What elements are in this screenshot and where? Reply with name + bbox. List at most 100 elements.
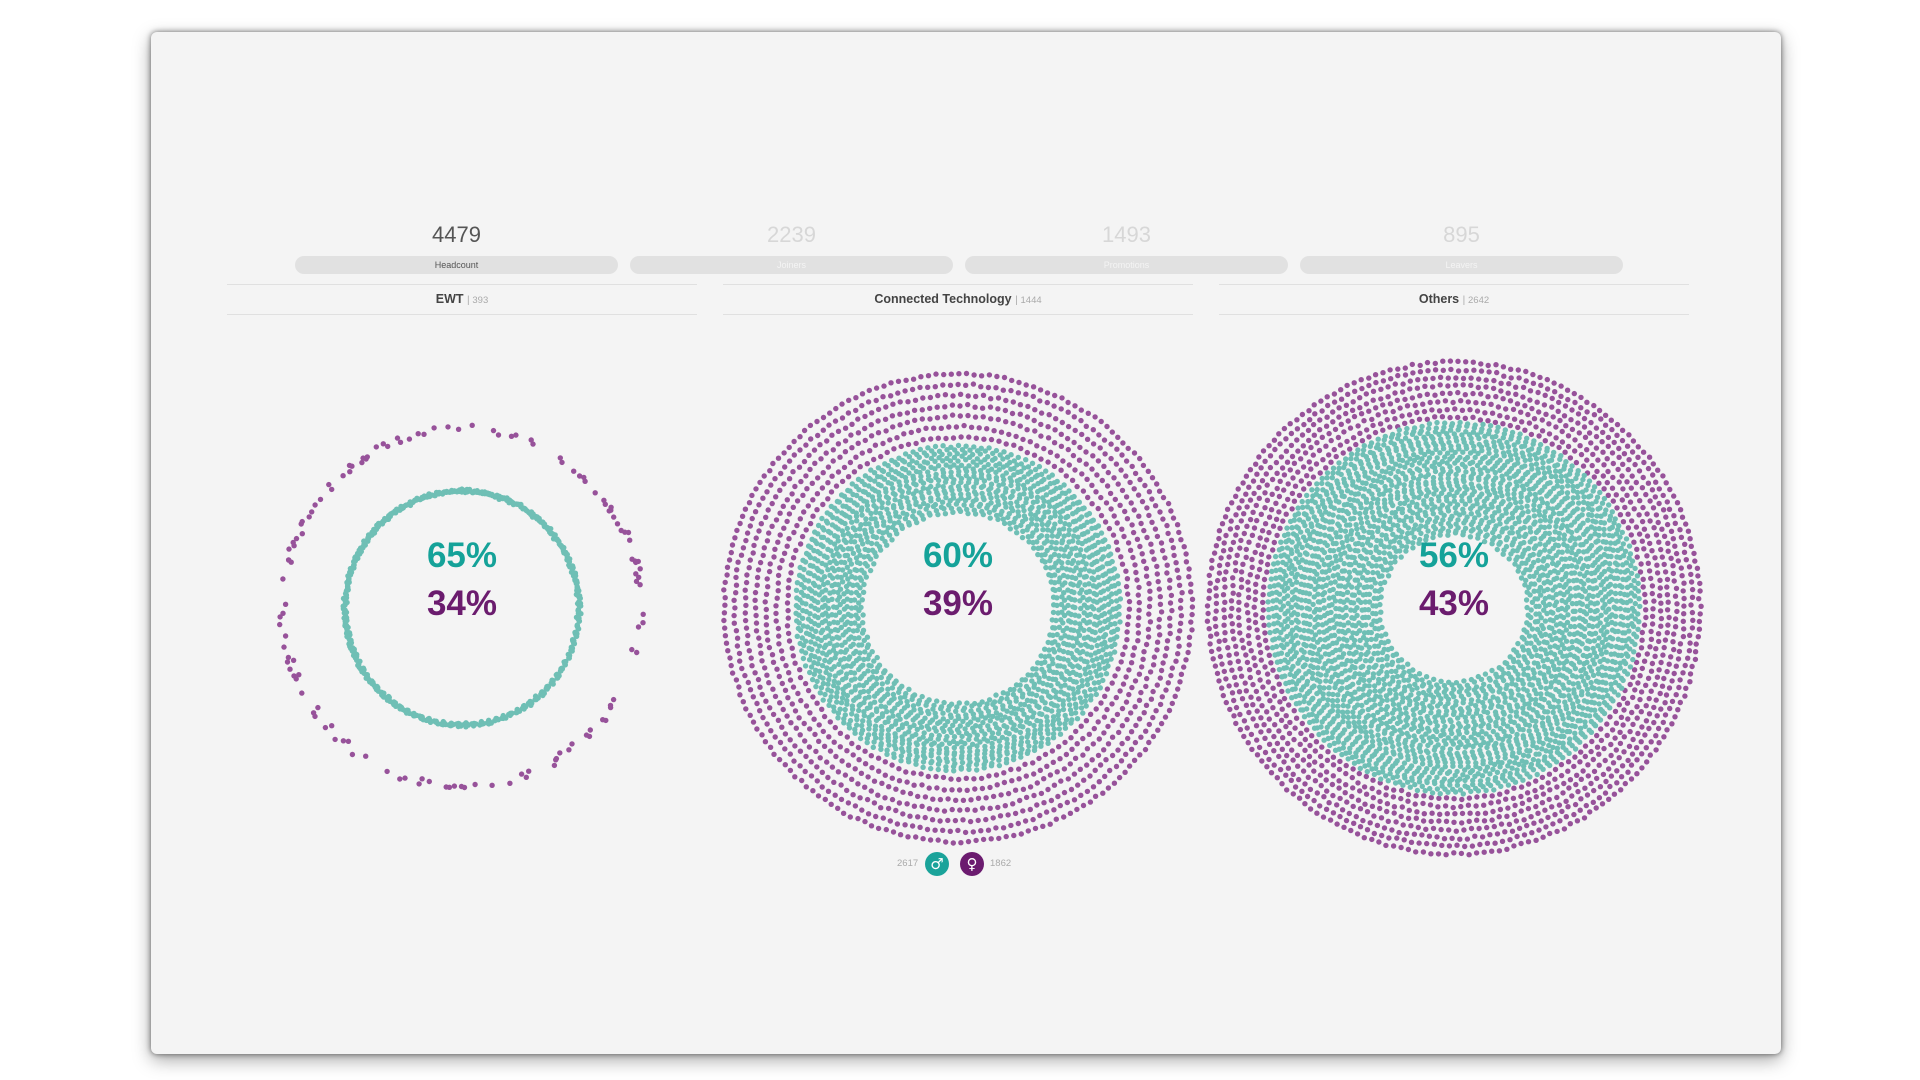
female-dot — [1002, 803, 1008, 809]
female-dot — [1656, 638, 1662, 645]
female-dot — [970, 381, 977, 387]
female-dot — [1452, 811, 1458, 817]
female-dot — [1072, 755, 1079, 761]
male-dot — [815, 522, 822, 529]
tab-joiners[interactable]: 2239 Joiners — [630, 192, 953, 278]
male-dot — [1022, 677, 1029, 683]
female-dot — [949, 402, 956, 408]
female-dot — [1621, 451, 1628, 457]
male-dot — [528, 702, 534, 708]
female-dot — [1320, 457, 1326, 463]
male-dot — [832, 673, 838, 679]
male-dot — [989, 740, 995, 747]
female-dot — [1670, 536, 1676, 542]
male-dot — [1052, 521, 1058, 527]
female-dot — [1427, 802, 1434, 808]
female-dot — [1621, 749, 1627, 755]
male-dot — [964, 700, 970, 706]
female-dot — [1643, 682, 1649, 688]
male-dot — [969, 451, 976, 458]
female-dot — [1055, 793, 1061, 800]
female-dot — [734, 643, 741, 649]
male-dot — [1086, 588, 1093, 595]
panel-total: 2642 — [1468, 295, 1490, 306]
female-dot — [766, 680, 772, 686]
female-dot — [1381, 825, 1388, 831]
male-dot — [935, 761, 942, 767]
male-dot — [820, 697, 826, 703]
male-dot — [1033, 692, 1040, 699]
female-dot — [1377, 421, 1384, 427]
female-dot — [1154, 481, 1160, 487]
tab-promotions[interactable]: 1493 Promotions — [965, 192, 1288, 278]
female-dot — [957, 413, 963, 419]
tab-leavers[interactable]: 895 Leavers — [1300, 192, 1623, 278]
male-dot — [879, 504, 885, 511]
female-dot — [1221, 607, 1227, 613]
female-dot — [1617, 512, 1624, 518]
male-dot — [1076, 499, 1082, 505]
female-dot — [882, 759, 888, 765]
female-dot — [985, 384, 992, 391]
female-dot — [932, 384, 938, 390]
female-dot — [1008, 822, 1014, 829]
female-dot — [1467, 407, 1473, 413]
female-dot — [1068, 786, 1075, 793]
male-dot — [969, 703, 975, 709]
female-dot — [1089, 482, 1095, 488]
panel-title: Connected Technology — [874, 292, 1012, 306]
female-dot — [1081, 777, 1087, 783]
female-dot — [1680, 633, 1687, 640]
female-dot — [1337, 442, 1344, 448]
female-dot — [814, 700, 820, 706]
female-dot — [1289, 747, 1295, 753]
female-dot — [627, 537, 633, 543]
male-dot — [963, 472, 969, 479]
female-dot — [802, 680, 809, 687]
female-dot — [839, 415, 846, 421]
female-dot — [786, 458, 793, 464]
male-dot — [1062, 676, 1068, 683]
female-dot — [766, 644, 773, 651]
female-dot — [1323, 465, 1329, 471]
female-dot — [1391, 787, 1397, 793]
male-dot — [1034, 494, 1041, 500]
female-dot — [1357, 430, 1363, 436]
female-dot — [1084, 762, 1090, 768]
male-dot — [843, 583, 850, 590]
female-dot — [1090, 427, 1096, 433]
female-dot — [1672, 616, 1679, 622]
female-dot — [280, 576, 286, 582]
female-dot — [875, 792, 881, 798]
female-dot — [1364, 427, 1370, 433]
male-dot — [344, 626, 350, 632]
male-dot — [996, 467, 1002, 473]
female-dot — [1658, 546, 1664, 553]
female-dot — [1497, 791, 1503, 797]
male-dot — [466, 486, 473, 493]
female-dot — [1089, 466, 1095, 472]
female-dot — [988, 436, 995, 443]
male-dot — [902, 694, 908, 700]
female-dot — [1015, 390, 1022, 396]
female-dot — [888, 393, 894, 399]
female-dot — [1124, 637, 1130, 643]
female-dot — [1516, 825, 1523, 831]
female-dot — [1034, 802, 1040, 808]
female-dot — [1128, 746, 1135, 752]
female-dot — [587, 727, 593, 733]
male-dot — [870, 668, 876, 675]
female-dot — [1131, 486, 1137, 492]
female-dot — [1468, 825, 1475, 832]
female-dot — [1633, 524, 1640, 530]
female-dot — [1476, 825, 1482, 832]
female-dot — [740, 699, 746, 705]
male-dot — [918, 478, 924, 484]
female-dot — [1237, 545, 1243, 551]
male-dot — [832, 533, 838, 539]
female-dot — [903, 377, 909, 383]
tab-headcount[interactable]: 4479 Headcount — [295, 192, 618, 278]
male-dot — [550, 681, 556, 687]
male-dot — [418, 715, 424, 722]
female-dot — [979, 405, 986, 411]
